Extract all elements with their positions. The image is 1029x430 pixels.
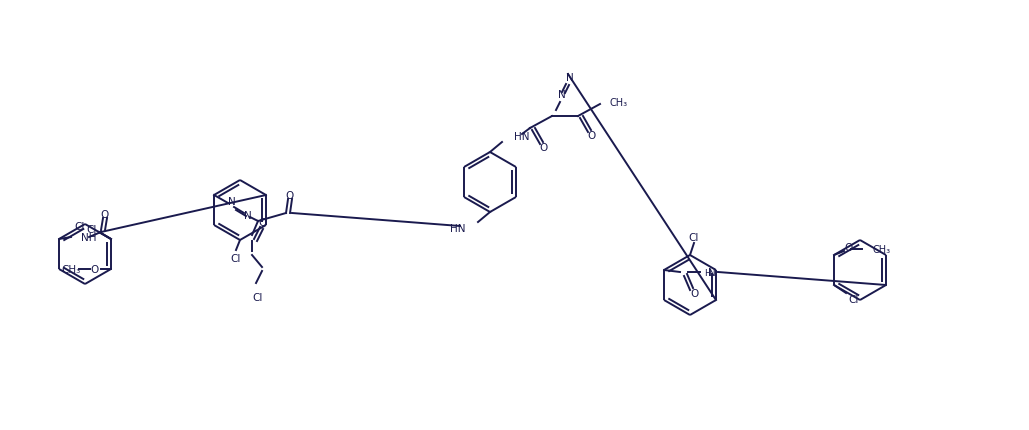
Text: N: N — [228, 197, 236, 206]
Text: N: N — [244, 211, 252, 221]
Text: O: O — [285, 190, 293, 200]
Text: CH₃: CH₃ — [610, 98, 628, 108]
Text: Cl: Cl — [688, 233, 699, 243]
Text: O: O — [258, 218, 267, 227]
Text: O: O — [844, 243, 852, 252]
Text: Cl: Cl — [849, 294, 859, 304]
Text: N: N — [708, 267, 716, 277]
Text: Cl: Cl — [86, 224, 97, 234]
Text: CH₃: CH₃ — [62, 264, 80, 274]
Text: O: O — [588, 131, 596, 141]
Text: N: N — [566, 73, 574, 83]
Text: HN: HN — [451, 224, 466, 233]
Text: Cl: Cl — [75, 221, 85, 231]
Text: O: O — [540, 143, 548, 153]
Text: HN: HN — [514, 132, 530, 141]
Text: O: O — [689, 289, 698, 298]
Text: O: O — [91, 264, 99, 274]
Text: N: N — [558, 90, 566, 100]
Text: Cl: Cl — [253, 292, 263, 302]
Text: CH₃: CH₃ — [872, 244, 890, 255]
Text: Cl: Cl — [230, 253, 241, 264]
Text: O: O — [100, 209, 108, 219]
Text: NH: NH — [81, 233, 97, 243]
Text: H: H — [704, 268, 711, 277]
